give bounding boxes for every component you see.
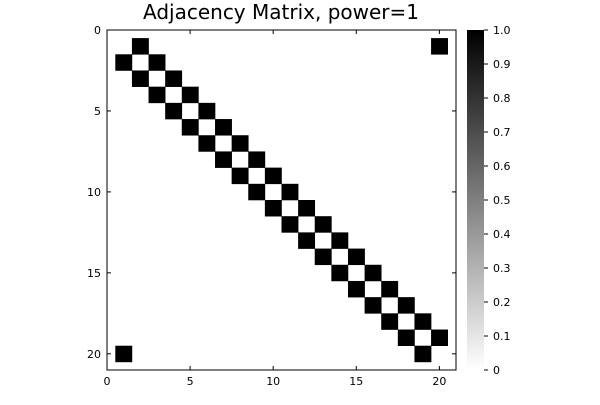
matrix-cell — [414, 345, 432, 363]
colorbar-tick-label: 0.8 — [493, 92, 511, 105]
matrix-cell — [298, 232, 316, 249]
matrix-cell — [115, 345, 133, 363]
colorbar: 0 0.1 0.2 0.3 0.4 0.5 0.6 0.7 0.8 0.9 1.0 — [467, 24, 511, 377]
matrix-cell — [431, 38, 448, 55]
plot-frame — [106, 29, 457, 371]
matrix-cell — [397, 329, 415, 347]
colorbar-tick-label: 0.1 — [493, 330, 511, 343]
matrix-cell — [314, 248, 332, 266]
colorbar-tick-label: 0.5 — [493, 194, 511, 207]
plot-area — [106, 29, 457, 371]
colorbar-tick-label: 1.0 — [493, 24, 511, 37]
matrix-cell — [381, 313, 399, 330]
colorbar-tick-label: 0.3 — [493, 262, 511, 275]
x-tick-label: 0 — [104, 375, 111, 388]
y-tick-label: 15 — [87, 267, 101, 280]
matrix-cell — [381, 280, 399, 298]
matrix-cell — [347, 280, 365, 298]
matrix-cell — [181, 119, 199, 136]
matrix-cell — [314, 216, 332, 233]
matrix-cell — [264, 200, 282, 217]
matrix-cell — [215, 151, 232, 168]
x-tick-label: 5 — [187, 375, 194, 388]
matrix-cell — [148, 86, 166, 104]
y-tick-label: 10 — [87, 186, 101, 199]
matrix-cell — [414, 313, 432, 330]
matrix-cell — [231, 167, 249, 185]
matrix-cell — [281, 183, 299, 201]
matrix-cell — [397, 297, 415, 314]
colorbar-gradient — [467, 30, 484, 370]
matrix-cell — [248, 183, 266, 201]
colorbar-tick-label: 0.7 — [493, 126, 511, 139]
x-tick-label: 20 — [432, 375, 446, 388]
matrix-cell — [148, 54, 166, 71]
y-tick-label: 0 — [94, 24, 101, 37]
matrix-cell — [331, 232, 349, 249]
matrix-cell — [115, 54, 133, 71]
x-axis: 0 5 10 15 20 — [104, 30, 446, 388]
chart-title: Adjacency Matrix, power=1 — [143, 0, 419, 24]
matrix-cell — [165, 70, 183, 87]
matrix-cell — [165, 102, 183, 120]
y-tick-label: 20 — [87, 348, 101, 361]
matrix-cell — [248, 151, 266, 168]
matrix-cell — [131, 38, 149, 55]
y-axis: 0 5 10 15 20 — [87, 24, 456, 361]
matrix-cell — [431, 329, 448, 347]
matrix-cell — [215, 119, 232, 136]
matrix-cell — [281, 216, 299, 233]
matrix-cell — [181, 86, 199, 104]
matrix-cell — [331, 264, 349, 282]
matrix-cell — [364, 264, 382, 282]
matrix-cell — [198, 102, 216, 120]
matrix-cell — [231, 135, 249, 152]
colorbar-tick-label: 0.4 — [493, 228, 511, 241]
matrix-cell — [131, 70, 149, 87]
matrix-cell — [264, 167, 282, 185]
matrix-cell — [364, 297, 382, 314]
colorbar-tick-label: 0 — [493, 364, 500, 377]
colorbar-tick-label: 0.9 — [493, 58, 511, 71]
matrix-cell — [347, 248, 365, 266]
colorbar-tick-label: 0.2 — [493, 296, 511, 309]
matrix-cell — [198, 135, 216, 152]
x-tick-label: 10 — [266, 375, 280, 388]
colorbar-tick-label: 0.6 — [493, 160, 511, 173]
x-tick-label: 15 — [349, 375, 363, 388]
y-tick-label: 5 — [94, 105, 101, 118]
matrix-cell — [298, 200, 316, 217]
